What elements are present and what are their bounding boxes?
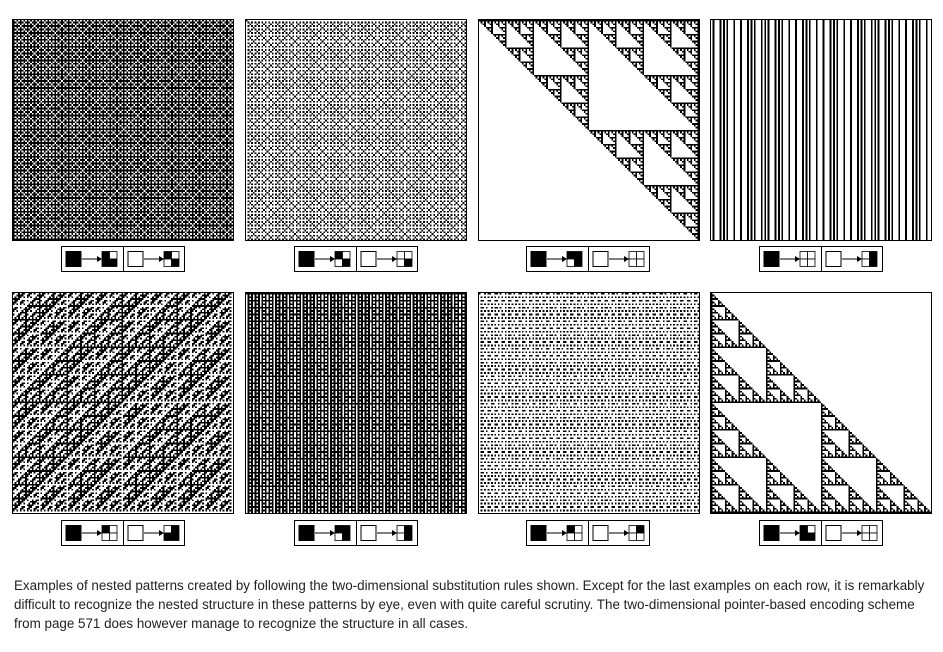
pattern-panel-4: [710, 19, 932, 241]
nested-pattern-6: [246, 293, 466, 513]
white-rule-icon: [825, 251, 878, 267]
rule-white-6: [355, 521, 418, 545]
figure-caption: Examples of nested patterns created by f…: [14, 578, 925, 631]
pattern-panel-7: [478, 292, 700, 514]
white-rule-icon: [592, 525, 645, 541]
white-rule-icon: [360, 251, 413, 267]
rule-white-2: [355, 247, 418, 271]
rule-box-2: [294, 246, 418, 272]
rule-box-7: [526, 520, 650, 546]
rule-white-5: [122, 521, 185, 545]
nested-pattern-1: [13, 20, 233, 240]
nested-pattern-3: [479, 20, 699, 240]
rule-white-4: [820, 247, 883, 271]
pattern-panel-1: [12, 19, 234, 241]
black-rule-icon: [763, 525, 816, 541]
rule-box-1: [61, 246, 185, 272]
rule-black-4: [760, 247, 821, 271]
black-rule-icon: [65, 525, 118, 541]
black-rule-icon: [530, 251, 583, 267]
black-rule-icon: [65, 251, 118, 267]
white-rule-icon: [360, 525, 413, 541]
rule-black-5: [62, 521, 123, 545]
rule-box-3: [526, 246, 650, 272]
rule-box-5: [61, 520, 185, 546]
nested-pattern-7: [479, 293, 699, 512]
pattern-panel-2: [245, 19, 467, 241]
rule-black-8: [760, 521, 821, 545]
rule-box-8: [759, 520, 883, 546]
pattern-panel-3: [478, 19, 700, 241]
rule-black-6: [295, 521, 356, 545]
black-rule-icon: [298, 251, 351, 267]
nested-pattern-5: [13, 293, 232, 512]
pattern-panel-8: [710, 292, 932, 514]
rule-white-7: [587, 521, 650, 545]
white-rule-icon: [127, 251, 180, 267]
rule-black-1: [62, 247, 123, 271]
black-rule-icon: [298, 525, 351, 541]
rule-box-4: [759, 246, 883, 272]
pattern-panel-5: [12, 292, 234, 514]
rule-white-3: [587, 247, 650, 271]
white-rule-icon: [127, 525, 180, 541]
rule-box-6: [294, 520, 418, 546]
rule-white-1: [122, 247, 185, 271]
nested-pattern-8: [711, 293, 931, 513]
black-rule-icon: [763, 251, 816, 267]
nested-pattern-4: [712, 20, 928, 240]
white-rule-icon: [592, 251, 645, 267]
white-rule-icon: [825, 525, 878, 541]
black-rule-icon: [530, 525, 583, 541]
rule-black-7: [527, 521, 588, 545]
nested-pattern-2: [246, 20, 466, 240]
rule-black-3: [527, 247, 588, 271]
rule-black-2: [295, 247, 356, 271]
pattern-panel-6: [245, 292, 467, 514]
rule-white-8: [820, 521, 883, 545]
